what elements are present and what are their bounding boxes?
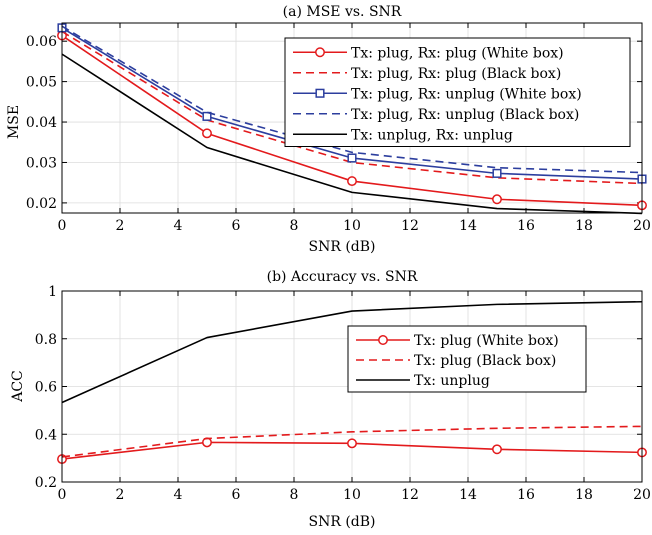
legend-label: Tx: plug (White box) (414, 333, 559, 349)
data-point (202, 128, 212, 139)
series-4 (61, 53, 643, 215)
y-tick-label: 0.6 (35, 380, 57, 396)
legend-label: Tx: unplug (414, 373, 490, 389)
x-tick-label: 0 (58, 218, 67, 234)
x-tick-label: 12 (401, 487, 419, 503)
series-1 (61, 425, 643, 458)
x-tick-label: 8 (290, 487, 299, 503)
x-axis-label: SNR (dB) (308, 514, 375, 530)
legend-marker (378, 335, 388, 345)
legend-label: Tx: unplug, Rx: unplug (351, 127, 513, 143)
legend-box (347, 325, 587, 393)
legend-box (284, 37, 631, 147)
x-tick-label: 16 (517, 487, 535, 503)
x-tick-label: 14 (459, 218, 477, 234)
data-point (492, 168, 502, 178)
y-tick-label: 0.02 (26, 196, 57, 212)
x-tick-label: 10 (343, 218, 361, 234)
x-tick-label: 0 (58, 487, 67, 503)
data-point (347, 438, 357, 449)
legend-label: Tx: plug, Rx: plug (White box) (351, 45, 564, 61)
data-point (347, 153, 357, 163)
x-axis-label: SNR (dB) (308, 239, 375, 255)
axes-frame (61, 22, 643, 214)
data-point (347, 176, 357, 187)
x-tick-label: 2 (116, 218, 125, 234)
legend: Tx: plug (White box) Tx: plug (Black box)… (347, 325, 587, 393)
panel-accuracy: (b) Accuracy vs. SNR SNR (dB) ACC 0 2 4 6 8 1… (10, 269, 651, 530)
legend-marker (315, 47, 325, 58)
y-tick-label: 0.4 (35, 427, 57, 443)
x-tick-label: 14 (459, 487, 477, 503)
x-tick-label: 4 (174, 218, 183, 234)
y-tick-label: 1 (48, 284, 57, 300)
legend-marker (315, 88, 325, 98)
y-axis-label: MSE (6, 105, 22, 139)
x-tick-label: 20 (633, 218, 651, 234)
x-tick-label: 6 (232, 218, 241, 234)
x-tick-label: 16 (517, 218, 535, 234)
x-tick-label: 18 (575, 487, 593, 503)
x-tick-label: 4 (174, 487, 183, 503)
y-tick-label: 0.04 (26, 115, 57, 131)
panel-title: (b) Accuracy vs. SNR (267, 269, 418, 285)
axes-frame (61, 290, 643, 483)
y-tick-label: 0.06 (26, 34, 57, 50)
x-tick-label: 8 (290, 218, 299, 234)
x-tick-label: 18 (575, 218, 593, 234)
series-line (61, 300, 643, 404)
series-3 (61, 25, 643, 174)
legend-label: Tx: plug, Rx: plug (Black box) (351, 66, 561, 82)
legend-label: Tx: plug, Rx: unplug (White box) (351, 86, 582, 102)
x-tick-label: 10 (343, 487, 361, 503)
data-point (492, 444, 502, 455)
y-tick-label: 0.2 (35, 475, 57, 491)
legend-label: Tx: plug, Rx: unplug (Black box) (351, 107, 579, 123)
y-axis-label: ACC (10, 370, 26, 403)
y-tick-label: 0.8 (35, 332, 57, 348)
series-line (61, 25, 643, 174)
y-tick-label: 0.03 (26, 155, 57, 171)
x-tick-label: 20 (633, 487, 651, 503)
x-tick-label: 12 (401, 218, 419, 234)
legend-label: Tx: plug (Black box) (414, 353, 556, 369)
series-2 (61, 300, 643, 404)
data-point (202, 111, 212, 121)
panel-mse: (a) MSE vs. SNR SNR (dB) MSE 0 2 4 6 8 10 12 14… (6, 4, 651, 255)
series-line (61, 425, 643, 458)
x-tick-label: 6 (232, 487, 241, 503)
panel-title: (a) MSE vs. SNR (283, 4, 402, 20)
series-line (61, 53, 643, 215)
data-point (492, 194, 502, 205)
x-tick-label: 2 (116, 487, 125, 503)
legend: Tx: plug, Rx: plug (White box) Tx: plug, … (284, 37, 631, 147)
y-tick-label: 0.05 (26, 75, 57, 91)
